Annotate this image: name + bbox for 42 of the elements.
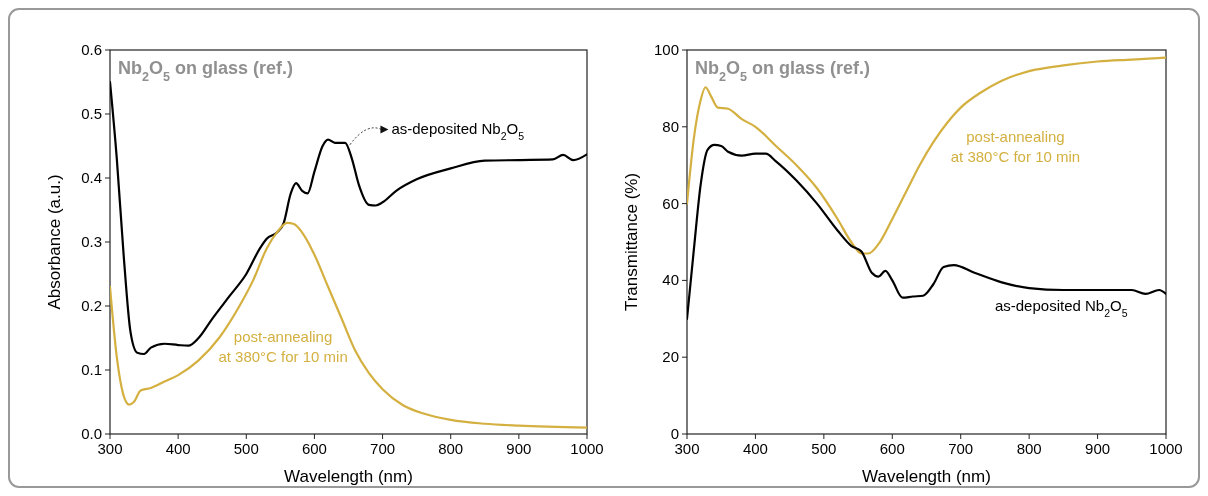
text: Nb$_{2}$O$_{5}$ on glass (ref.)	[695, 58, 871, 84]
series-label: post-annealing at 380°C for 10 min	[950, 128, 1081, 166]
y-tick-label: 0.0	[81, 425, 102, 442]
y-axis-title: Absorbance (a.u.)	[45, 174, 64, 310]
text: Nb$_{2}$O$_{5}$ on glass (ref.)	[118, 58, 294, 84]
x-tick-label: 500	[233, 440, 259, 457]
y-tick-label: 0.5	[81, 105, 102, 122]
x-tick-label: 900	[1085, 440, 1111, 457]
series-label: post-annealing at 380°C for 10 min	[218, 327, 348, 365]
line-series	[687, 143, 1166, 320]
x-tick-label: 600	[301, 440, 327, 457]
y-tick-label: 100	[653, 41, 679, 58]
x-tick-label: 400	[165, 440, 191, 457]
y-axis-title: Transmittance (%)	[622, 172, 641, 312]
y-tick-label: 0.4	[81, 169, 102, 186]
y-tick-label: 0.3	[81, 233, 102, 250]
y-tick-label: 80	[662, 117, 679, 135]
x-tick-label: 700	[370, 440, 396, 457]
x-axis-title: Wavelength (nm)	[862, 467, 991, 486]
x-tick-label: 300	[97, 440, 123, 457]
x-axis-title: Wavelength (nm)	[284, 467, 413, 486]
x-tick-label: 1000	[1149, 440, 1183, 457]
x-tick-label: 800	[1016, 440, 1042, 457]
series-label: as-deposited Nb$_{2}$O$_{5}$	[391, 120, 525, 143]
y-tick-label: 0.1	[81, 361, 102, 378]
x-tick-label: 400	[742, 440, 768, 457]
x-tick-label: 800	[438, 440, 464, 457]
y-tick-label: 0.2	[81, 297, 102, 314]
line-series	[110, 221, 587, 429]
y-tick-label: 60	[662, 194, 679, 212]
x-tick-label: 700	[948, 440, 974, 457]
y-tick-label: 20	[662, 348, 679, 366]
x-tick-label: 600	[879, 440, 905, 457]
line-series	[687, 56, 1166, 255]
series-label: as-deposited Nb$_{2}$O$_{5}$	[994, 297, 1128, 320]
x-tick-label: 300	[674, 440, 700, 457]
y-tick-label: 0	[670, 425, 679, 442]
x-tick-label: 900	[506, 440, 532, 457]
x-tick-label: 500	[811, 440, 837, 457]
x-tick-label: 1000	[570, 440, 604, 457]
y-tick-label: 40	[662, 271, 679, 289]
y-tick-label: 0.6	[81, 41, 102, 58]
